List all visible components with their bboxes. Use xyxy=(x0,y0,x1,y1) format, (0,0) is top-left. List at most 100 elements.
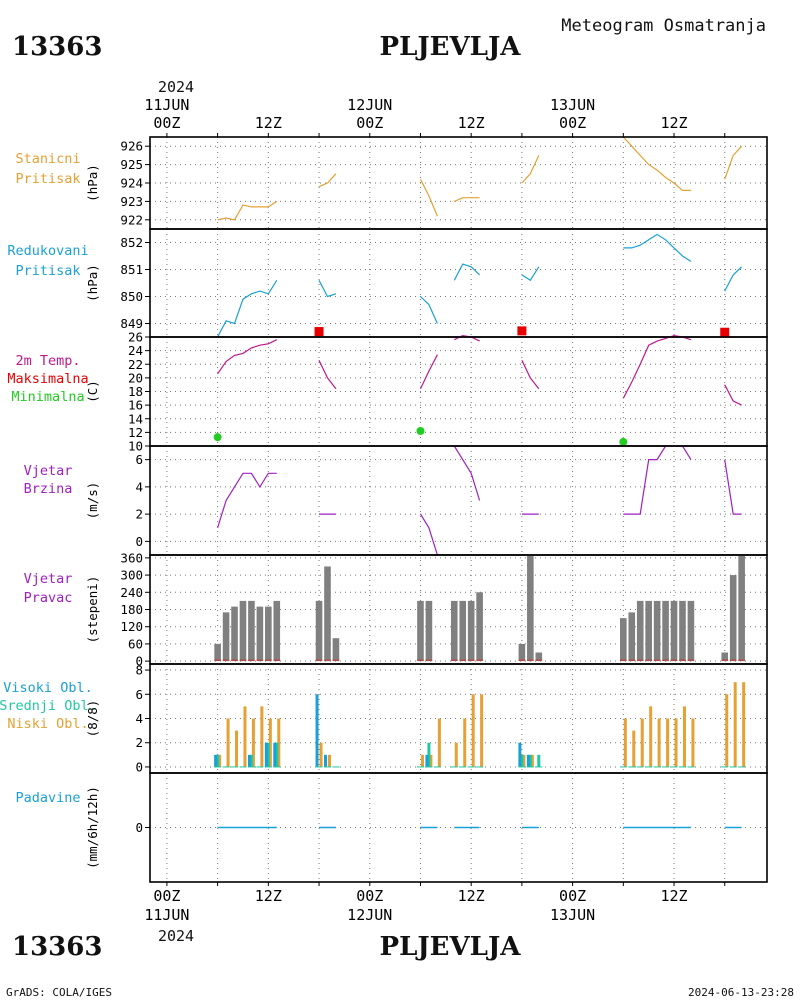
time-hour-label: 00Z xyxy=(356,114,383,132)
y-tick-label: 850 xyxy=(120,289,143,304)
time-hour-label: 12Z xyxy=(255,887,282,905)
series-line xyxy=(622,136,691,191)
low-cloud-bar xyxy=(674,718,678,767)
mid-cloud-bar xyxy=(528,754,532,767)
series-line xyxy=(724,266,743,292)
panel-label: Pritisak xyxy=(15,171,80,187)
direction-bar xyxy=(670,600,678,662)
series-line xyxy=(419,354,438,390)
panel-clouds: 0 2 4 6 8 Visoki Obl. Srednji Obl. Niski Obl.(8… xyxy=(0,663,768,774)
series-line xyxy=(724,145,743,180)
panel-label: Redukovani xyxy=(7,243,88,259)
series-line xyxy=(454,197,480,202)
y-tick-label: 0 xyxy=(135,534,143,549)
direction-bar xyxy=(332,638,340,662)
time-hour-label: 00Z xyxy=(153,114,180,132)
direction-bar xyxy=(738,555,745,662)
tmin-marker xyxy=(213,433,222,442)
panel-label: Minimalna xyxy=(11,389,84,405)
series-line xyxy=(724,459,742,515)
timestamp-label: 2024-06-13-23:28 xyxy=(688,986,794,999)
high-cloud-bar xyxy=(214,754,218,767)
unit-label: (stepeni) xyxy=(85,576,100,644)
direction-bar xyxy=(450,600,458,662)
direction-bar xyxy=(265,606,272,662)
unit-label: (8/8) xyxy=(85,700,100,738)
mid-cloud-bar xyxy=(427,742,431,767)
y-tick-label: 180 xyxy=(120,602,143,617)
y-tick-label: 240 xyxy=(120,585,143,600)
time-date-label: 13JUN xyxy=(550,96,595,114)
tmin-marker xyxy=(416,427,425,436)
direction-bar xyxy=(214,643,221,662)
y-tick-label: 6 xyxy=(135,687,143,702)
high-cloud-bar xyxy=(425,754,429,767)
series-line xyxy=(623,233,692,262)
y-tick-label: 2 xyxy=(135,507,143,522)
direction-bar xyxy=(645,600,652,662)
direction-bar xyxy=(417,600,424,662)
panel-wind_direction: 0 60 120 180 240 300 360 Vjetar Pravac (stepeni) xyxy=(24,550,768,669)
panel-label: Vjetar xyxy=(24,463,73,479)
low-cloud-bar xyxy=(420,754,424,767)
mid-cloud-bar xyxy=(249,754,253,767)
y-tick-label: 925 xyxy=(120,157,143,172)
low-cloud-bar xyxy=(268,718,272,767)
unit-label: (hPa) xyxy=(85,264,100,302)
direction-bar xyxy=(467,600,475,662)
unit-label: (mm/6h/12h) xyxy=(85,786,100,869)
panel-label: Niski Obl. xyxy=(7,716,88,732)
station-name-top: PLJEVLJA xyxy=(380,32,522,62)
low-cloud-bar xyxy=(522,754,526,767)
series-line xyxy=(521,359,540,390)
unit-label: (C) xyxy=(85,380,100,403)
low-cloud-bar xyxy=(277,718,281,767)
time-hour-label: 12Z xyxy=(660,114,687,132)
direction-bar xyxy=(273,600,281,662)
y-tick-label: 16 xyxy=(128,398,143,413)
time-date-label: 11JUN xyxy=(144,96,189,114)
low-cloud-bar xyxy=(480,694,484,767)
series-line xyxy=(217,200,278,221)
low-cloud-bar xyxy=(471,694,475,767)
series-line xyxy=(453,445,481,501)
direction-bar xyxy=(729,575,737,662)
low-cloud-bar xyxy=(437,718,441,767)
unit-label: (m/s) xyxy=(85,482,100,520)
low-cloud-bar xyxy=(682,706,686,767)
y-tick-label: 14 xyxy=(128,411,143,426)
series-line xyxy=(419,513,438,556)
direction-bar xyxy=(425,600,433,662)
station-id-bottom: 13363 xyxy=(12,932,102,962)
direction-bar xyxy=(527,555,534,662)
mid-cloud-bar xyxy=(266,742,270,767)
high-cloud-bar xyxy=(273,742,277,767)
low-cloud-bar xyxy=(319,742,323,767)
panel-precipitation: 0 Padavine (mm/6h/12h) xyxy=(15,772,768,883)
station-name-bottom: PLJEVLJA xyxy=(380,932,522,962)
direction-bar xyxy=(628,612,636,662)
y-tick-label: 20 xyxy=(128,370,143,385)
series-line xyxy=(217,339,278,375)
y-tick-label: 851 xyxy=(120,262,143,277)
y-tick-label: 0 xyxy=(135,759,143,774)
direction-bar xyxy=(518,643,526,662)
high-cloud-bar xyxy=(315,694,319,767)
low-cloud-bar xyxy=(454,742,458,767)
time-hour-label: 12Z xyxy=(660,887,687,905)
panel-label: Stanicni xyxy=(15,151,80,167)
y-tick-label: 852 xyxy=(120,235,143,250)
year-label-top: 2024 xyxy=(158,78,194,96)
low-cloud-bar xyxy=(742,682,746,767)
direction-bar xyxy=(222,612,230,662)
panel-label: Visoki Obl. xyxy=(3,680,92,696)
time-date-label: 11JUN xyxy=(144,906,189,924)
low-cloud-bar xyxy=(218,754,222,767)
station-id-top: 13363 xyxy=(12,32,102,62)
time-hour-label: 12Z xyxy=(458,887,485,905)
series-line xyxy=(217,279,278,338)
mid-cloud-bar xyxy=(216,754,220,767)
time-hour-label: 00Z xyxy=(356,887,383,905)
